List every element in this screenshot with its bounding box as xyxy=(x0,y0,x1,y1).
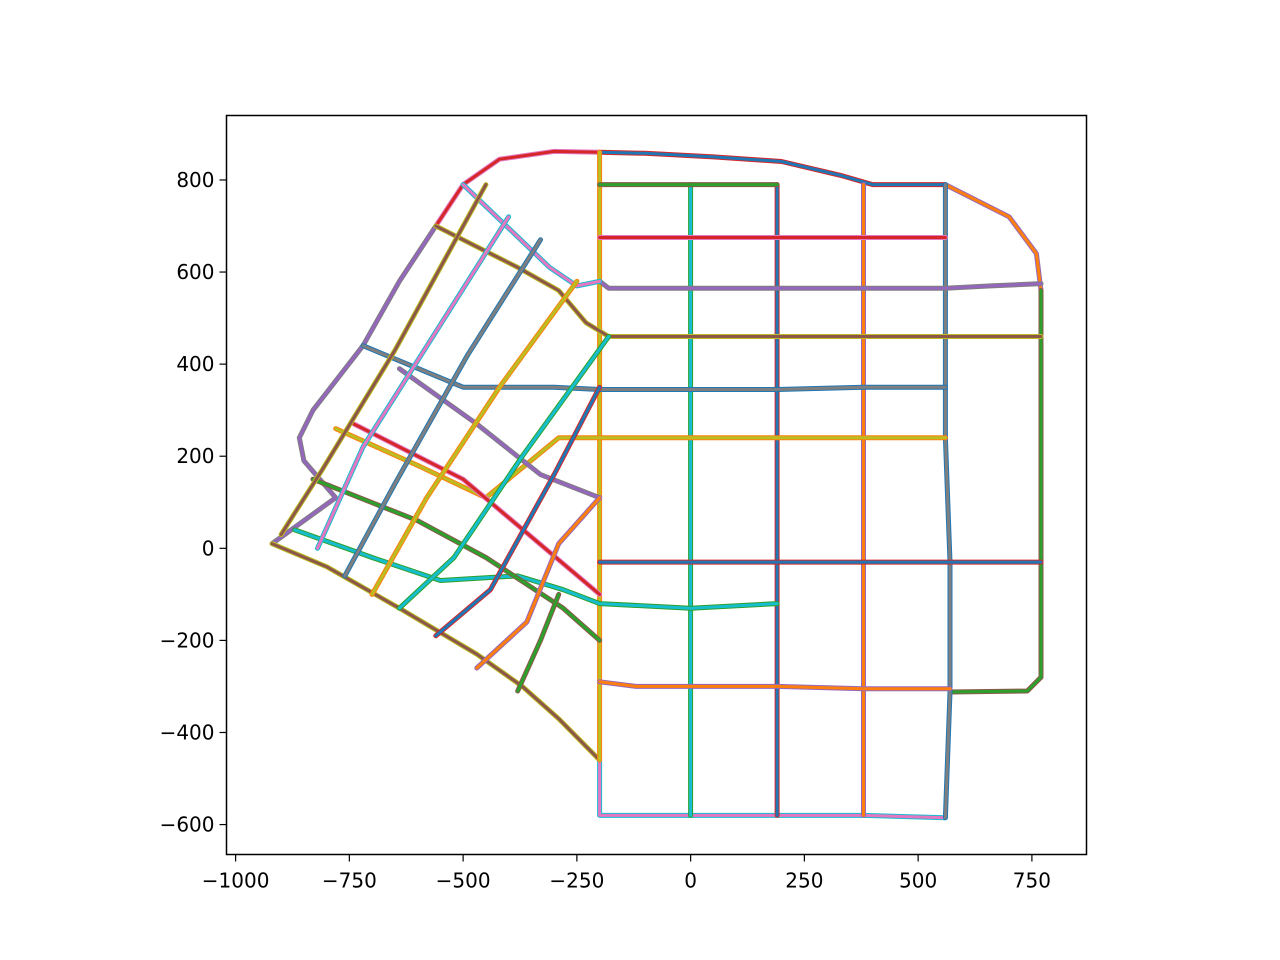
y-tick-label: 0 xyxy=(202,536,215,560)
plot-frame xyxy=(225,114,1088,856)
road-trajectory xyxy=(475,496,602,670)
road-trajectory xyxy=(434,224,1043,338)
y-tick-label: −600 xyxy=(160,813,215,837)
y-tick-label: 400 xyxy=(176,352,214,376)
road-trajectory xyxy=(597,149,948,188)
road-trajectory xyxy=(460,182,603,289)
road-trajectory xyxy=(598,680,952,691)
x-tick-label: 500 xyxy=(899,869,937,893)
y-tick-label: 600 xyxy=(176,260,214,284)
road-trajectory xyxy=(434,149,602,228)
road-trajectory xyxy=(370,279,579,596)
road-trajectory xyxy=(598,758,947,820)
road-trajectory xyxy=(597,757,948,821)
road-trajectory xyxy=(598,150,947,187)
road-network xyxy=(269,148,1044,821)
road-trajectory xyxy=(352,422,602,596)
y-axis: −600 −400 −200 0 200 400 600 800 xyxy=(160,168,227,837)
road-trajectory xyxy=(943,183,1043,292)
road-trajectory xyxy=(279,183,488,536)
road-trajectory xyxy=(270,224,438,546)
road-trajectory xyxy=(598,279,1043,290)
road-trajectory xyxy=(361,344,947,391)
road-trajectory xyxy=(343,238,542,578)
y-tick-label: 800 xyxy=(176,168,214,192)
x-tick-label: 750 xyxy=(1013,869,1051,893)
x-tick-label: −750 xyxy=(322,869,377,893)
road-trajectory xyxy=(948,289,1043,694)
x-tick-label: −500 xyxy=(436,869,491,893)
x-tick-label: −250 xyxy=(549,869,604,893)
road-trajectory xyxy=(316,215,511,550)
road-trajectory xyxy=(397,367,602,500)
road-trajectory xyxy=(942,182,1044,293)
road-trajectory xyxy=(433,384,603,639)
road-trajectory xyxy=(270,542,602,762)
road-trajectory xyxy=(397,335,611,610)
road-trajectory xyxy=(434,385,602,638)
road-trajectory xyxy=(947,288,1044,695)
y-tick-label: 200 xyxy=(176,444,214,468)
road-trajectory xyxy=(315,214,512,551)
road-trajectory xyxy=(461,183,602,288)
y-tick-label: −200 xyxy=(160,628,215,652)
road-trajectory xyxy=(516,592,561,693)
y-tick-label: −400 xyxy=(160,720,215,744)
x-tick-label: −1000 xyxy=(202,869,270,893)
x-tick-label: 0 xyxy=(684,869,697,893)
x-tick-label: 250 xyxy=(785,869,823,893)
x-axis: −1000 −750 −500 −250 0 250 500 750 xyxy=(202,854,1051,893)
road-trajectory xyxy=(342,237,543,579)
